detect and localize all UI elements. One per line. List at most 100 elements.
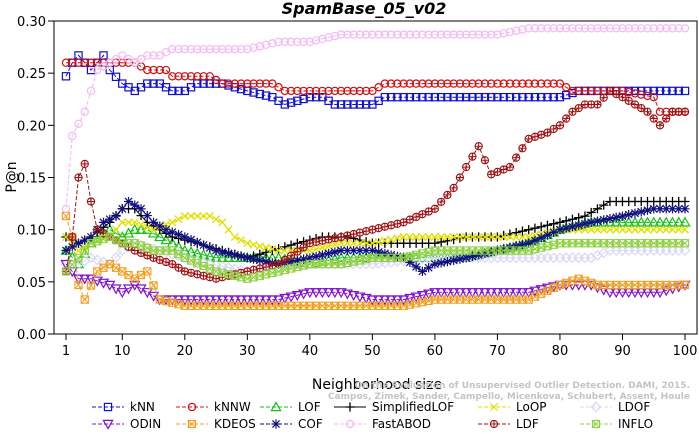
data-point-ldf-cross bbox=[131, 246, 139, 255]
data-point-cof bbox=[442, 256, 453, 267]
data-point-kdeos bbox=[299, 301, 308, 310]
data-point-fastabod bbox=[480, 30, 490, 39]
data-point-loop bbox=[524, 232, 533, 242]
data-point-loop bbox=[243, 239, 252, 248]
data-point-ldf-cross bbox=[493, 168, 502, 176]
data-point-kdeos bbox=[86, 281, 96, 290]
legend-item-knn: kNN bbox=[92, 400, 155, 414]
data-point-inflo bbox=[305, 259, 314, 269]
data-point-fastabod bbox=[218, 44, 227, 54]
data-point-cof bbox=[599, 215, 609, 225]
data-point-odin bbox=[435, 288, 447, 299]
data-point-fastabod bbox=[393, 30, 402, 39]
data-point-kdeos bbox=[637, 280, 646, 290]
data-point-knnw bbox=[505, 79, 515, 88]
data-point-cof bbox=[436, 258, 446, 268]
legend-marker-odin bbox=[102, 419, 114, 430]
data-point-knn bbox=[349, 100, 358, 109]
data-point-inflo bbox=[612, 239, 621, 248]
data-point-inflo bbox=[343, 258, 352, 267]
data-point-knnw bbox=[218, 79, 227, 88]
data-point-inflo bbox=[161, 246, 171, 255]
data-point-knn bbox=[211, 79, 221, 88]
data-point-ldf-cross bbox=[625, 97, 633, 105]
data-point-odin bbox=[322, 288, 335, 299]
data-point-fastabod bbox=[61, 204, 71, 213]
data-point-kdeos bbox=[462, 295, 471, 304]
data-point-loop bbox=[362, 239, 371, 248]
data-point-inflo-cross bbox=[80, 246, 89, 255]
data-point-loop bbox=[130, 218, 139, 227]
data-point-knnw bbox=[536, 79, 546, 88]
data-point-fastabod bbox=[511, 26, 521, 36]
data-point-inflo bbox=[255, 271, 264, 280]
data-point-knnw bbox=[630, 89, 640, 98]
data-point-inflo bbox=[80, 246, 89, 255]
data-point-kdeos bbox=[180, 301, 189, 310]
data-point-knn bbox=[330, 100, 340, 109]
data-point-inflo bbox=[124, 239, 133, 248]
data-point-knnw bbox=[493, 79, 502, 88]
data-point-kdeos bbox=[80, 295, 89, 304]
data-point-cof bbox=[380, 248, 390, 259]
x-tick-label: 80 bbox=[552, 344, 569, 359]
data-point-loop bbox=[405, 232, 414, 242]
data-point-lof bbox=[635, 216, 647, 227]
data-point-ldf-cross bbox=[412, 213, 420, 221]
data-point-fastabod bbox=[86, 86, 96, 96]
data-point-loop bbox=[512, 232, 521, 242]
data-point-knnw bbox=[311, 86, 321, 96]
data-point-kdeos bbox=[674, 280, 683, 290]
data-point-fastabod bbox=[386, 30, 396, 39]
data-point-knnw bbox=[199, 72, 208, 81]
data-point-knnw bbox=[443, 79, 452, 88]
data-point-knn bbox=[386, 92, 396, 102]
data-point-kdeos bbox=[274, 301, 283, 310]
data-point-inflo bbox=[537, 243, 546, 252]
data-point-knn bbox=[524, 92, 533, 102]
legend-marker-inflo-cross bbox=[592, 420, 600, 428]
data-point-odin bbox=[454, 288, 466, 299]
data-point-fastabod bbox=[524, 24, 533, 33]
x-tick-label: 1 bbox=[62, 344, 70, 359]
data-point-inflo bbox=[568, 239, 577, 248]
data-point-loop bbox=[324, 242, 333, 251]
data-point-kdeos bbox=[399, 301, 408, 310]
data-point-fastabod bbox=[399, 30, 408, 39]
data-point-fastabod bbox=[193, 44, 202, 54]
data-point-ldf-cross bbox=[681, 108, 689, 116]
data-point-odin bbox=[498, 288, 510, 299]
data-point-knnw bbox=[86, 58, 96, 67]
data-point-fastabod bbox=[680, 24, 690, 33]
data-point-kdeos bbox=[168, 298, 177, 307]
data-point-inflo bbox=[386, 253, 396, 262]
data-point-inflo bbox=[480, 246, 490, 255]
data-point-cof bbox=[217, 247, 227, 257]
data-point-knnw bbox=[180, 72, 189, 81]
data-point-knnw bbox=[555, 79, 565, 88]
data-point-ldf-cross bbox=[512, 154, 520, 162]
data-point-knn bbox=[449, 92, 458, 102]
data-point-ldof bbox=[216, 261, 228, 272]
data-point-inflo bbox=[324, 259, 333, 269]
data-point-kdeos bbox=[405, 300, 415, 309]
data-point-knn bbox=[649, 86, 658, 96]
data-point-cof bbox=[674, 204, 684, 214]
data-point-cof bbox=[586, 217, 596, 227]
data-point-ldf-cross bbox=[425, 207, 433, 216]
data-point-cof bbox=[511, 241, 521, 251]
data-point-knnw bbox=[543, 79, 552, 88]
data-point-cof bbox=[517, 240, 528, 250]
data-point-cof bbox=[392, 251, 402, 261]
data-point-inflo bbox=[399, 253, 408, 262]
data-point-knnw bbox=[643, 91, 652, 101]
data-point-cof bbox=[223, 248, 234, 259]
data-point-kdeos bbox=[668, 280, 677, 290]
data-point-odin bbox=[573, 280, 585, 291]
data-point-loop bbox=[280, 246, 289, 255]
data-point-odin bbox=[473, 288, 485, 299]
data-point-knn bbox=[411, 92, 421, 102]
data-point-cof bbox=[417, 266, 427, 276]
data-point-fastabod bbox=[118, 51, 127, 60]
data-point-loop bbox=[218, 218, 227, 227]
